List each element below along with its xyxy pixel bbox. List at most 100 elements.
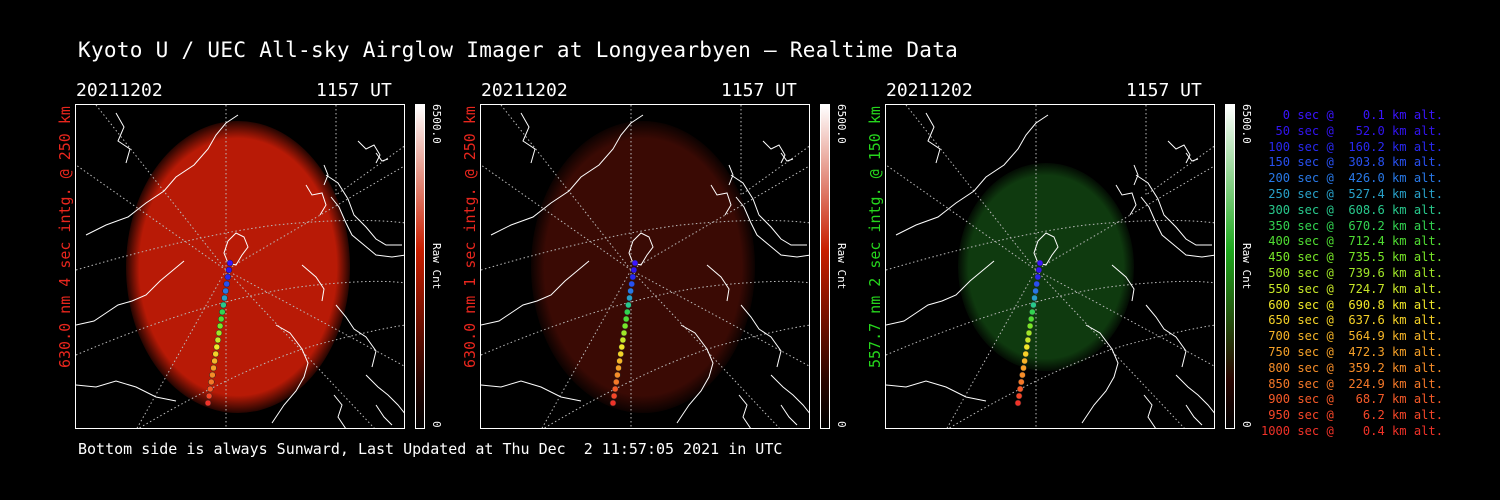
legend-row: 100 sec @ 160.2 km alt. — [1260, 139, 1443, 154]
trajectory-point — [1030, 301, 1037, 309]
trajectory-point — [221, 294, 228, 302]
panel-2-colorbar-min: 0 — [835, 421, 848, 428]
trajectory-point — [209, 371, 216, 379]
panel-3-time: 1157 UT — [1126, 80, 1202, 101]
legend-row: 450 sec @ 735.5 km alt. — [1260, 250, 1443, 265]
trajectory-point — [1025, 329, 1033, 337]
trajectory-legend: 0 sec @ 0.1 km alt. 50 sec @ 52.0 km alt… — [1261, 108, 1443, 440]
trajectory-point — [615, 364, 622, 372]
legend-row: 950 sec @ 6.2 km alt. — [1260, 408, 1443, 423]
trajectory-point — [1024, 336, 1032, 344]
legend-row: 600 sec @ 690.8 km alt. — [1260, 297, 1443, 312]
trajectory-point — [220, 301, 227, 309]
trajectory-point — [631, 259, 639, 267]
trajectory-point — [212, 350, 219, 358]
trajectory-point — [616, 357, 623, 365]
trajectory-point — [627, 287, 634, 295]
trajectory-point — [226, 259, 234, 267]
trajectory-point — [1019, 371, 1026, 379]
legend-row: 850 sec @ 224.9 km alt. — [1260, 376, 1443, 391]
trajectory-point — [1020, 364, 1027, 372]
trajectory-point — [211, 357, 218, 365]
legend-row: 350 sec @ 670.2 km alt. — [1260, 218, 1443, 233]
trajectory-point — [1034, 273, 1042, 281]
trajectory-point — [206, 385, 214, 393]
airglow-emission-region — [126, 121, 350, 413]
trajectory-point — [208, 378, 215, 386]
legend-row: 50 sec @ 52.0 km alt. — [1260, 123, 1443, 138]
panel-2-channel-label: 630.0 nm 1 sec intg. @ 250 km — [461, 106, 479, 368]
legend-row: 650 sec @ 637.6 km alt. — [1260, 313, 1443, 328]
trajectory-point — [1016, 385, 1024, 393]
legend-row: 1000 sec @ 0.4 km alt. — [1260, 423, 1443, 438]
trajectory-point — [214, 336, 222, 344]
trajectory-point — [217, 315, 225, 323]
panel-3-channel-label: 557.7 nm 2 sec intg. @ 150 km — [866, 106, 884, 368]
trajectory-point — [1018, 378, 1025, 386]
legend-row: 0 sec @ 0.1 km alt. — [1260, 108, 1443, 122]
trajectory-point — [628, 280, 635, 288]
trajectory-point — [223, 280, 230, 288]
footer-status: Bottom side is always Sunward, Last Upda… — [78, 440, 783, 458]
panel-1-date: 20211202 — [76, 80, 163, 101]
trajectory-point — [629, 273, 637, 281]
legend-row: 550 sec @ 724.7 km alt. — [1260, 281, 1443, 296]
trajectory-point — [611, 385, 619, 393]
panel-3-colorbar-min: 0 — [1240, 421, 1253, 428]
trajectory-point — [213, 343, 221, 351]
legend-row: 150 sec @ 303.8 km alt. — [1260, 155, 1443, 170]
legend-row: 500 sec @ 739.6 km alt. — [1260, 265, 1443, 280]
trajectory-point — [613, 378, 620, 386]
panel-3-colorbar-unit: Raw Cnt — [1240, 243, 1253, 290]
panel-1-colorbar-min: 0 — [430, 421, 443, 428]
legend-row: 250 sec @ 527.4 km alt. — [1260, 186, 1443, 201]
legend-row: 300 sec @ 608.6 km alt. — [1260, 202, 1443, 217]
trajectory-point — [1031, 294, 1038, 302]
trajectory-point — [1033, 280, 1040, 288]
panel-3-date: 20211202 — [886, 80, 973, 101]
trajectory-point — [1027, 315, 1035, 323]
trajectory-point — [610, 392, 618, 400]
trajectory-point — [1026, 322, 1034, 330]
trajectory-point — [624, 308, 631, 316]
trajectory-point — [618, 343, 626, 351]
trajectory-point — [614, 371, 621, 379]
panel-1-allsky-image — [75, 104, 405, 429]
trajectory-point — [620, 329, 628, 337]
legend-row: 900 sec @ 68.7 km alt. — [1260, 392, 1443, 407]
trajectory-point — [1022, 350, 1029, 358]
panel-2-colorbar-max: 6500.0 — [835, 104, 848, 144]
trajectory-point — [204, 399, 212, 407]
trajectory-point — [1029, 308, 1036, 316]
trajectory-point — [619, 336, 627, 344]
panel-1-channel-label: 630.0 nm 4 sec intg. @ 250 km — [56, 106, 74, 368]
legend-row: 400 sec @ 712.4 km alt. — [1260, 234, 1443, 249]
trajectory-point — [225, 266, 233, 274]
panel-3-colorbar — [1225, 104, 1235, 429]
panel-1-colorbar-unit: Raw Cnt — [430, 243, 443, 290]
legend-row: 800 sec @ 359.2 km alt. — [1260, 360, 1443, 375]
trajectory-point — [215, 329, 223, 337]
trajectory-point — [1036, 259, 1044, 267]
panel-2-colorbar-unit: Raw Cnt — [835, 243, 848, 290]
legend-row: 700 sec @ 564.9 km alt. — [1260, 329, 1443, 344]
trajectory-point — [630, 266, 638, 274]
legend-row: 750 sec @ 472.3 km alt. — [1260, 344, 1443, 359]
panel-1-colorbar — [415, 104, 425, 429]
trajectory-point — [1032, 287, 1039, 295]
trajectory-point — [1023, 343, 1031, 351]
legend-row: 200 sec @ 426.0 km alt. — [1260, 171, 1443, 186]
trajectory-point — [222, 287, 229, 295]
panel-3-allsky-image — [885, 104, 1215, 429]
trajectory-point — [224, 273, 232, 281]
trajectory-point — [617, 350, 624, 358]
panel-2-date: 20211202 — [481, 80, 568, 101]
trajectory-point — [622, 315, 630, 323]
panel-2-colorbar — [820, 104, 830, 429]
panel-2-allsky-image — [480, 104, 810, 429]
panel-1-colorbar-max: 6500.0 — [430, 104, 443, 144]
trajectory-point — [219, 308, 226, 316]
trajectory-point — [625, 301, 632, 309]
trajectory-point — [626, 294, 633, 302]
trajectory-point — [1014, 399, 1022, 407]
